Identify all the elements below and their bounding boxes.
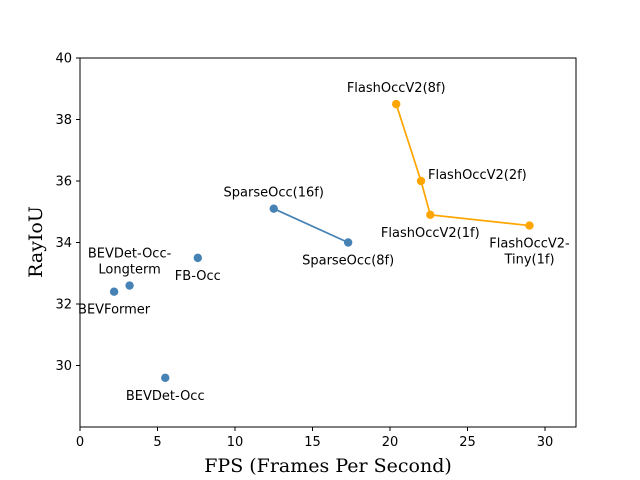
x-tick-label-0: 0	[76, 435, 84, 450]
point-label-fb-occ: FB-Occ	[175, 269, 221, 284]
x-axis-title: FPS (Frames Per Second)	[204, 455, 452, 477]
y-tick-label-5: 40	[55, 52, 72, 67]
point-flashoccv2-tiny-1f	[525, 221, 534, 230]
point-label-flashoccv2-8f: FlashOccV2(8f)	[347, 81, 446, 96]
point-bevformer	[109, 287, 119, 296]
point-label-flashoccv2-tiny-1f: FlashOccV2-Tiny(1f)	[489, 237, 570, 268]
point-sparseocc-8f	[343, 238, 353, 247]
y-tick-label-3: 36	[55, 175, 72, 190]
y-tick-label-2: 34	[55, 236, 72, 251]
series-line-1	[395, 103, 530, 227]
point-bevdet-occ-longterm	[125, 281, 134, 290]
point-sparseocc-16f	[269, 204, 278, 213]
y-tick-label-4: 38	[55, 113, 72, 128]
point-flashoccv2-1f	[426, 210, 435, 220]
y-axis-ticks: 30 32 34 36 38 40	[55, 52, 80, 374]
x-tick-label-6: 30	[537, 435, 554, 450]
x-tick-label-5: 25	[459, 435, 476, 450]
x-tick-label-2: 10	[227, 435, 244, 450]
point-flashoccv2-8f	[392, 99, 401, 109]
y-axis-title: RayIoU	[25, 206, 47, 278]
y-tick-label-0: 30	[55, 359, 72, 374]
x-axis-ticks: 0 5 10 15 20 25 30	[76, 427, 553, 450]
point-bevdet-occ	[161, 373, 170, 382]
point-label-bevdet-occ-longterm: BEVDet-Occ-Longterm	[88, 247, 172, 278]
point-label-sparseocc-16f: SparseOcc(16f)	[224, 186, 324, 201]
plot-marks: SparseOcc(16f) SparseOcc(8f) FlashOccV2(8f…	[78, 81, 570, 404]
point-label-flashoccv2-1f: FlashOccV2(1f)	[381, 226, 480, 241]
series-line-0	[273, 207, 349, 244]
x-tick-label-3: 15	[304, 435, 321, 450]
point-label-sparseocc-8f: SparseOcc(8f)	[302, 254, 394, 269]
x-tick-label-4: 20	[382, 435, 399, 450]
point-fb-occ	[193, 253, 202, 263]
x-tick-label-1: 5	[153, 435, 161, 450]
point-label-flashoccv2-2f: FlashOccV2(2f)	[428, 168, 527, 183]
y-tick-label-1: 32	[55, 298, 72, 313]
point-label-bevdet-occ: BEVDet-Occ	[126, 389, 205, 404]
point-flashoccv2-2f	[416, 176, 426, 186]
point-label-bevformer: BEVFormer	[78, 303, 151, 318]
